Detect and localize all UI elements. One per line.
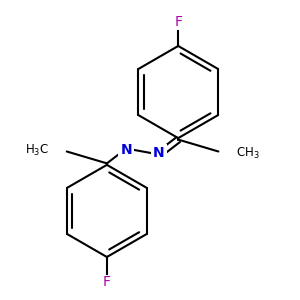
Text: H$_3$C: H$_3$C <box>25 142 49 158</box>
Text: F: F <box>103 275 111 289</box>
Text: F: F <box>174 15 182 29</box>
Text: CH$_3$: CH$_3$ <box>236 146 260 160</box>
Text: N: N <box>120 143 132 157</box>
Text: N: N <box>153 146 165 160</box>
